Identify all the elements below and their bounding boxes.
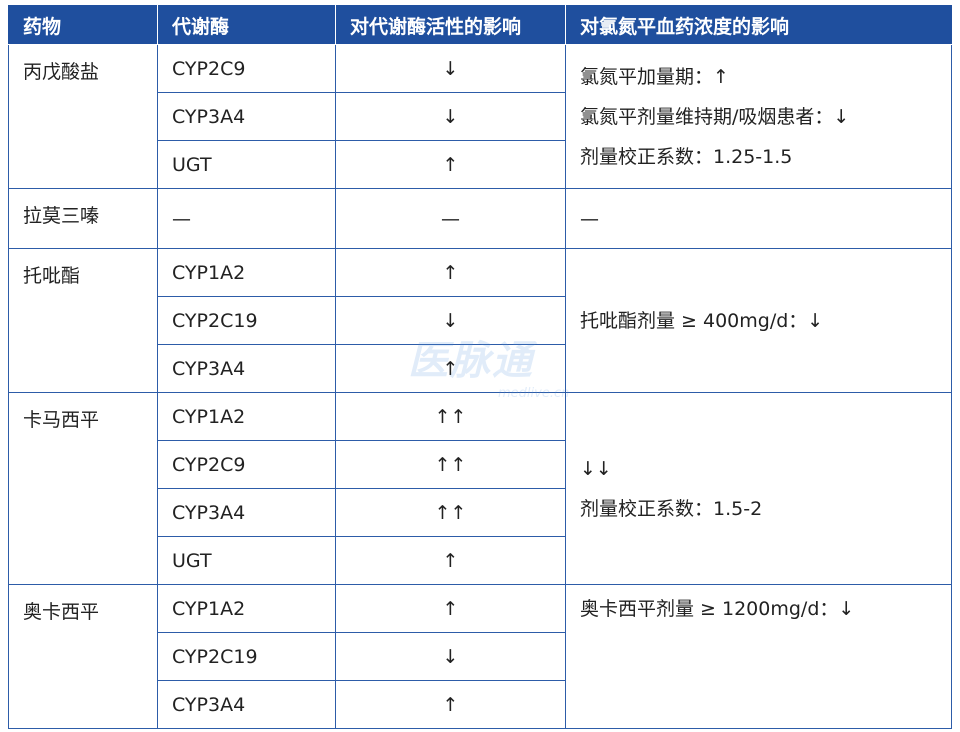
table-row: CYP2C19 ↓ xyxy=(9,296,952,345)
enzyme-cell: CYP3A4 xyxy=(157,680,336,729)
header-cell: 对氯氮平血药浓度的影响 xyxy=(565,5,952,45)
activity-cell: ↑ xyxy=(335,248,566,297)
enzyme-cell: CYP1A2 xyxy=(157,392,336,441)
enzyme-cell: CYP3A4 xyxy=(157,344,336,393)
activity-cell: ↓ xyxy=(335,92,566,141)
enzyme-cell: CYP2C9 xyxy=(157,44,336,93)
enzyme-cell: CYP3A4 xyxy=(157,488,336,537)
enzyme-cell: CYP3A4 xyxy=(157,92,336,141)
effect-line: ↓↓ xyxy=(580,457,612,480)
activity-cell: ↑ xyxy=(335,680,566,729)
table: 药物 代谢酶 对代谢酶活性的影响 对氯氮平血药浓度的影响 丙戊酸盐 CYP2C9 ↓ 氯氮平… xyxy=(8,5,952,729)
activity-cell: ↑↑ xyxy=(335,440,566,489)
header-cell: 代谢酶 xyxy=(157,5,336,45)
effect-cell: 氯氮平加量期：↑ 氯氮平剂量维持期/吸烟患者：↓ 剂量校正系数：1.25-1.5 xyxy=(565,44,952,189)
table-row: 奥卡西平 CYP1A2 ↑ 奥卡西平剂量 ≥ 1200mg/d：↓ xyxy=(8,584,952,729)
activity-cell: ↑ xyxy=(335,584,566,633)
header-cell: 药物 xyxy=(8,5,158,45)
effect-cell: 奥卡西平剂量 ≥ 1200mg/d：↓ xyxy=(565,584,952,729)
table-row: CYP2C9 ↑↑ xyxy=(9,440,952,489)
enzyme-cell: CYP2C19 xyxy=(157,632,336,681)
activity-cell: ↑ xyxy=(335,536,566,585)
activity-cell: ↓ xyxy=(335,632,566,681)
table-wrap: 药物 代谢酶 对代谢酶活性的影响 对氯氮平血药浓度的影响 丙戊酸盐 CYP2C9 ↓ 氯氮平… xyxy=(8,5,952,729)
table-row: CYP3A4 ↑ xyxy=(9,680,952,729)
effect-line: 氯氮平加量期：↑ xyxy=(580,65,729,88)
activity-cell: ↓ xyxy=(335,296,566,345)
activity-cell: ↑↑ xyxy=(335,392,566,441)
drug-cell: 卡马西平 xyxy=(8,392,158,585)
effect-line: — xyxy=(580,207,599,230)
table-row: CYP3A4 ↑↑ xyxy=(9,488,952,537)
table-row: UGT ↑ xyxy=(9,140,952,189)
activity-cell: ↑ xyxy=(335,140,566,189)
activity-cell: ↑ xyxy=(335,344,566,393)
activity-cell: ↑↑ xyxy=(335,488,566,537)
enzyme-cell: CYP1A2 xyxy=(157,248,336,297)
activity-cell: ↓ xyxy=(335,44,566,93)
effect-line: 剂量校正系数：1.25-1.5 xyxy=(580,145,793,168)
enzyme-cell: CYP1A2 xyxy=(157,584,336,633)
drug-cell: 丙戊酸盐 xyxy=(8,44,158,189)
enzyme-cell: CYP2C19 xyxy=(157,296,336,345)
table-row: CYP2C19 ↓ xyxy=(9,632,952,681)
table-row: UGT ↑ xyxy=(9,536,952,585)
header-cell: 对代谢酶活性的影响 xyxy=(335,5,566,45)
header-row: 药物 代谢酶 对代谢酶活性的影响 对氯氮平血药浓度的影响 xyxy=(8,5,952,45)
enzyme-cell: UGT xyxy=(157,536,336,585)
drug-cell: 拉莫三嗪 xyxy=(8,188,158,249)
effect-line: 氯氮平剂量维持期/吸烟患者：↓ xyxy=(580,105,850,128)
activity-cell: — xyxy=(335,188,566,249)
effect-line: 奥卡西平剂量 ≥ 1200mg/d：↓ xyxy=(580,598,855,620)
table-body: 丙戊酸盐 CYP2C9 ↓ 氯氮平加量期：↑ 氯氮平剂量维持期/吸烟患者：↓ 剂量校正系数… xyxy=(8,44,952,729)
enzyme-cell: UGT xyxy=(157,140,336,189)
drug-cell: 托吡酯 xyxy=(8,248,158,393)
table-row: CYP3A4 ↓ xyxy=(9,92,952,141)
effect-line: 托吡酯剂量 ≥ 400mg/d：↓ xyxy=(580,309,824,332)
table-row: 托吡酯 CYP1A2 ↑ 托吡酯剂量 ≥ 400mg/d：↓ xyxy=(8,248,952,393)
effect-cell: 托吡酯剂量 ≥ 400mg/d：↓ xyxy=(565,248,952,393)
table-row: 丙戊酸盐 CYP2C9 ↓ 氯氮平加量期：↑ 氯氮平剂量维持期/吸烟患者：↓ 剂量校正系数… xyxy=(8,44,952,189)
effect-cell: ↓↓ 剂量校正系数：1.5-2 xyxy=(565,392,952,585)
effect-cell: — xyxy=(565,188,952,249)
enzyme-cell: — xyxy=(157,188,336,249)
enzyme-cell: CYP2C9 xyxy=(157,440,336,489)
table-row: 卡马西平 CYP1A2 ↑↑ ↓↓ 剂量校正系数：1.5-2 xyxy=(8,392,952,585)
table-row: 拉莫三嗪 — — — xyxy=(8,188,952,249)
drug-cell: 奥卡西平 xyxy=(8,584,158,729)
effect-line: 剂量校正系数：1.5-2 xyxy=(580,497,763,520)
table-row: CYP3A4 ↑ xyxy=(9,344,952,393)
